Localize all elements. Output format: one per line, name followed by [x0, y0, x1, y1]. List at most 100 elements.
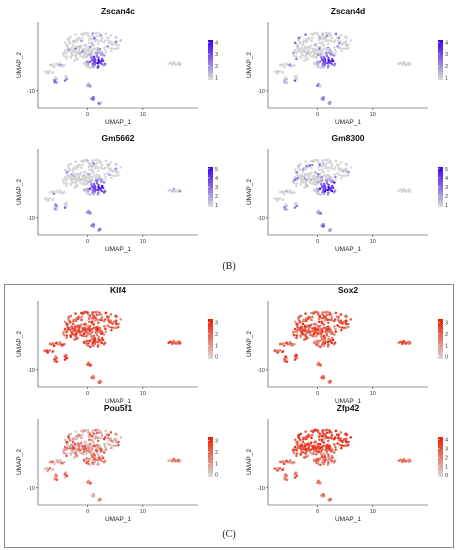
x-tick-label: 0 — [316, 239, 319, 245]
cell-point — [283, 359, 287, 363]
cell-point — [93, 444, 96, 448]
cell-point — [327, 42, 330, 46]
panel-label-c: (C) — [222, 529, 236, 540]
cell-point — [325, 446, 328, 449]
cell-point — [404, 189, 407, 192]
cell-point — [114, 35, 118, 38]
cell-point — [65, 322, 68, 326]
cell-point — [293, 181, 296, 185]
cell-point — [328, 497, 332, 501]
cell-point — [283, 207, 287, 211]
cell-point — [65, 440, 68, 444]
cell-point — [322, 323, 326, 326]
cell-point — [312, 429, 316, 433]
cell-point — [344, 170, 348, 173]
cell-point — [303, 324, 307, 328]
cell-point — [60, 461, 63, 465]
cell-point — [99, 448, 103, 451]
cell-point — [297, 175, 301, 178]
cell-point — [334, 178, 337, 181]
cell-point — [45, 70, 49, 74]
cell-point — [333, 443, 336, 446]
cell-point — [278, 467, 282, 470]
cell-point — [176, 341, 180, 344]
cell-point — [81, 177, 84, 180]
cell-point — [95, 161, 99, 165]
cell-point — [97, 169, 100, 173]
cell-point — [312, 182, 315, 186]
cell-point — [336, 172, 339, 175]
cell-point — [297, 445, 301, 448]
subplot-title: Zscan4c — [101, 6, 135, 16]
cell-point — [273, 349, 277, 352]
cell-point — [290, 461, 293, 465]
cell-point — [281, 71, 285, 74]
cell-point — [321, 168, 324, 172]
cell-point — [282, 65, 286, 68]
cell-point — [323, 63, 327, 66]
cell-point — [281, 468, 285, 471]
cell-point — [293, 168, 297, 171]
cell-point — [321, 447, 324, 451]
cell-point — [95, 331, 99, 335]
cell-point — [56, 342, 60, 346]
cell-point — [93, 326, 96, 330]
cell-point — [298, 319, 301, 323]
cell-point — [99, 61, 102, 64]
cell-point — [325, 449, 329, 453]
cell-point — [68, 167, 71, 171]
cell-point — [96, 345, 100, 348]
cell-point — [321, 159, 325, 162]
cell-point — [114, 440, 118, 443]
cell-point — [340, 444, 344, 447]
cell-point — [82, 32, 86, 36]
cell-point — [53, 359, 57, 363]
cell-point — [282, 192, 286, 195]
cell-point — [344, 167, 348, 170]
cell-point — [307, 329, 310, 333]
cell-point — [330, 454, 334, 458]
colorbar-tick-label: 3 — [215, 185, 218, 191]
cell-point — [321, 32, 325, 35]
cell-point — [295, 204, 299, 208]
cell-point — [103, 451, 106, 454]
cell-point — [109, 313, 113, 316]
cell-point — [301, 170, 305, 174]
cell-point — [82, 189, 86, 192]
colorbar — [438, 167, 443, 207]
cell-point — [401, 188, 405, 192]
cell-point — [97, 439, 100, 443]
cell-point — [331, 53, 334, 56]
cell-point — [318, 187, 322, 190]
cell-point — [88, 163, 92, 167]
colorbar-tick-label: 2 — [445, 64, 448, 70]
cell-point — [109, 34, 113, 37]
cell-point — [73, 45, 77, 49]
cell-point — [63, 48, 67, 52]
cell-point — [347, 443, 350, 447]
cell-point — [301, 438, 305, 441]
cell-point — [109, 161, 113, 164]
cell-point — [89, 53, 93, 56]
cell-point — [334, 159, 338, 163]
cell-point — [321, 62, 324, 65]
cell-point — [99, 458, 102, 461]
cell-point — [338, 443, 341, 447]
cell-point — [344, 314, 348, 317]
cell-point — [51, 63, 54, 66]
cell-point — [345, 47, 348, 50]
cell-point — [92, 171, 96, 174]
cell-point — [329, 188, 332, 191]
y-tick-label: -10 — [27, 486, 35, 492]
cell-point — [295, 55, 299, 58]
cell-point — [100, 454, 104, 458]
cell-point — [326, 340, 329, 344]
cell-point — [108, 325, 111, 329]
cell-point — [86, 188, 89, 191]
cell-point — [103, 181, 106, 184]
cell-point — [85, 191, 88, 194]
cell-point — [293, 438, 297, 441]
cell-point — [117, 173, 120, 177]
cell-point — [335, 163, 339, 166]
cell-point — [342, 174, 346, 178]
